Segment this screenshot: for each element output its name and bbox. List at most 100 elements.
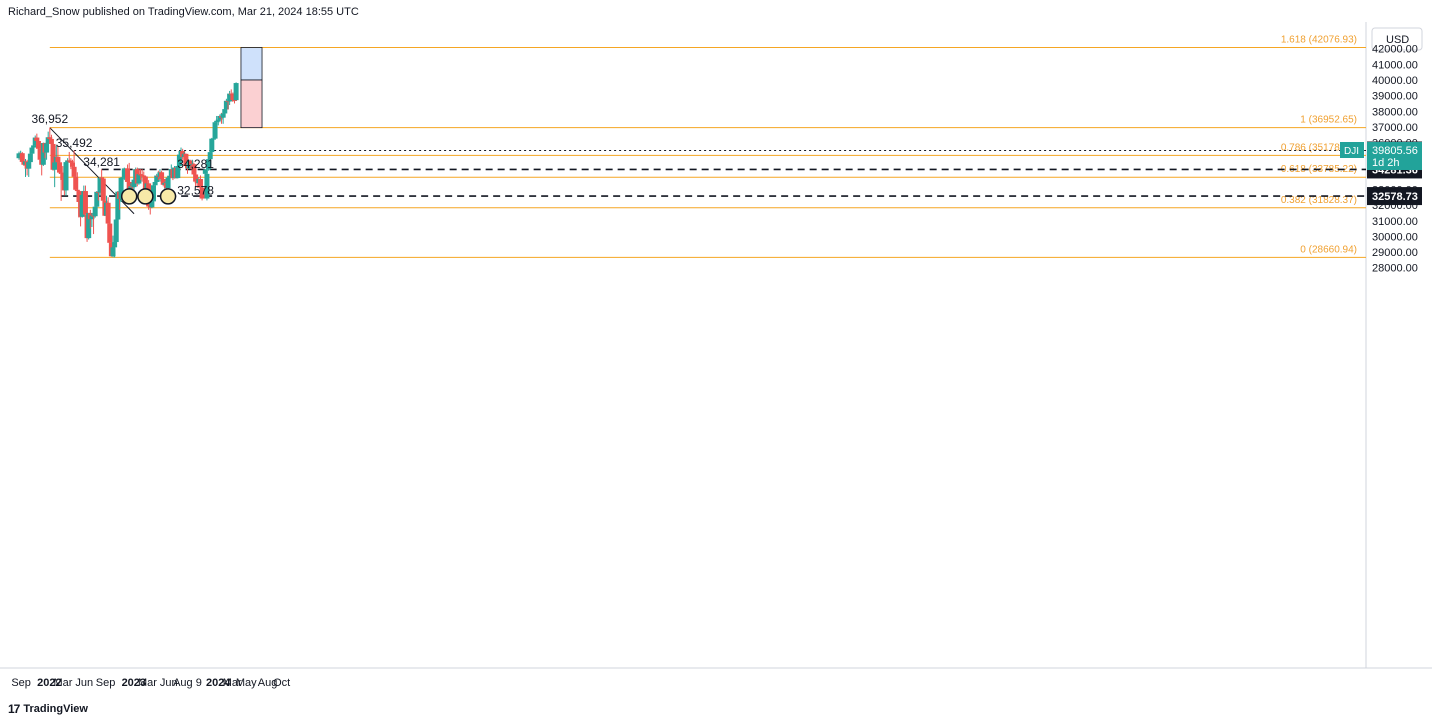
candle-body (150, 185, 156, 202)
y-tick-label: 40000.00 (1372, 75, 1418, 87)
candle-body (50, 143, 56, 170)
candle-body (165, 177, 171, 189)
candle-body (27, 153, 33, 163)
candle-body (71, 166, 77, 177)
tradingview-branding: 17 TradingView (8, 702, 88, 716)
candle-body (16, 153, 22, 159)
candle-body (207, 152, 213, 160)
touch-circle (159, 188, 177, 205)
brand-name: TradingView (23, 703, 88, 715)
candle-body (230, 94, 236, 101)
candle-body (76, 191, 82, 202)
y-tick-label: 28000.00 (1372, 263, 1418, 275)
candle-body (37, 148, 43, 160)
candle-body (125, 168, 131, 182)
candle-body (167, 175, 173, 178)
x-tick-label: 2023 (122, 677, 146, 689)
candle-body (159, 172, 165, 180)
candle-body (94, 191, 100, 207)
fib-label: 0.382 (31828.37) (1281, 195, 1357, 206)
candle-body (26, 162, 32, 169)
candle-body (138, 174, 144, 176)
candle-body (92, 206, 98, 217)
candle-body (79, 194, 85, 217)
candle-body (115, 191, 121, 220)
candle-body (222, 109, 228, 114)
candle-body (99, 177, 105, 179)
candle-body (136, 174, 142, 184)
level-annotation: 35,492 (56, 136, 93, 150)
candle-body (44, 143, 50, 153)
level-annotation: 34,281 (177, 157, 214, 171)
candle-body (183, 153, 189, 167)
chart-frame (0, 22, 1432, 669)
candle-body (233, 83, 239, 101)
candle-body (100, 178, 106, 201)
candle-body (45, 137, 51, 144)
candle-body (34, 137, 40, 141)
candle-body (107, 223, 113, 243)
level-annotation: 34,281 (83, 155, 120, 169)
y-tick-label: 41000.00 (1372, 59, 1418, 71)
candle-body (202, 169, 208, 174)
candle-body (188, 160, 194, 165)
candle-body (176, 154, 182, 167)
currency-label: USD (1386, 34, 1409, 46)
target-upper-zone (240, 47, 263, 81)
y-tick-label: 37000.00 (1372, 122, 1418, 134)
candle-body (63, 162, 69, 191)
price-tag (1367, 187, 1422, 206)
candle-body (149, 201, 155, 208)
x-tick-label: 2024 (206, 677, 231, 689)
candle-body (139, 174, 145, 176)
x-tick-label: Sep (96, 677, 116, 689)
candlestick-chart[interactable]: 1.618 (42076.93) 1 (36952.65) 0.786 (35178… (0, 0, 1432, 700)
y-tick-label: 38000.00 (1372, 106, 1418, 118)
candle-body (227, 93, 233, 102)
y-tick-label: 30000.00 (1372, 231, 1418, 243)
y-tick-label: 29000.00 (1372, 247, 1418, 259)
fib-label: 0.786 (35178.22) (1281, 142, 1357, 153)
candle-body (212, 122, 218, 139)
y-tick-label: 42000.00 (1372, 44, 1418, 56)
candle-body (113, 219, 119, 243)
touch-circle (137, 188, 154, 205)
x-tick-label: Oct (273, 677, 290, 689)
candle-body (73, 176, 79, 190)
candle-body (74, 189, 80, 192)
price-annotations: 36,952 35,492 34,281 34,281 32,578 (31, 112, 214, 197)
candle-body (175, 166, 181, 179)
candle-body (217, 115, 223, 120)
target-box[interactable] (240, 47, 263, 129)
candle-body (197, 179, 203, 188)
x-tick-label: Aug (173, 677, 193, 689)
candle-body (206, 159, 212, 170)
support-resistance-lines[interactable] (61, 150, 1366, 197)
candle-body (89, 215, 95, 220)
candle-body (120, 177, 126, 179)
candle-body (48, 138, 54, 144)
target-lower-zone (240, 79, 263, 129)
candle-body (210, 138, 216, 140)
price-tag-label: 32578.73 (1372, 191, 1418, 203)
candle-body (52, 162, 58, 170)
x-tick-label: Sep (11, 677, 31, 689)
touch-circles (120, 188, 177, 205)
fib-label: 1 (36952.65) (1300, 115, 1357, 126)
candle-body (68, 161, 74, 163)
price-axis[interactable]: USD28000.0029000.0030000.0031000.0032000… (1340, 27, 1423, 275)
candle-body (55, 156, 61, 163)
symbol-tag (1340, 142, 1364, 158)
candle-body (112, 242, 118, 248)
candle-body (193, 174, 199, 182)
candle-body (32, 137, 38, 146)
candle-body (105, 202, 111, 224)
candle-body (60, 172, 66, 180)
candle-body (66, 160, 72, 162)
candle-body (47, 137, 53, 139)
candle-body (160, 179, 166, 185)
candle-body (40, 143, 46, 165)
candle-body (31, 145, 37, 148)
candle-body (121, 168, 127, 178)
